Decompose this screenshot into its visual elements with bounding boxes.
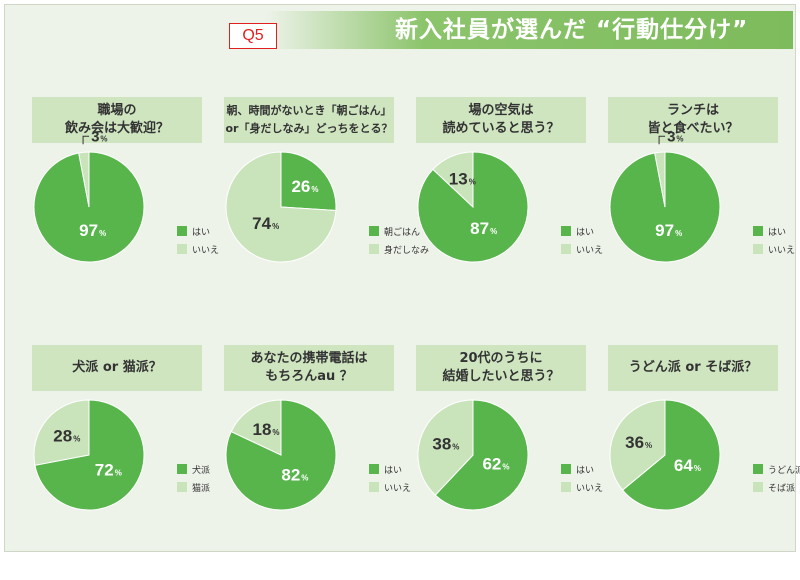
legend-item: はい: [369, 460, 459, 478]
legend-swatch: [753, 244, 763, 254]
header-band: [265, 11, 793, 49]
legend-swatch: [177, 244, 187, 254]
chart-panel: うどん派 or そば派？ 64% 36% うどん派そば派: [603, 345, 800, 580]
chart-panel: あなたの携帯電話は もちろんau ？ 82% 18% はいいいえ: [219, 345, 411, 580]
legend-item: 身だしなみ: [369, 240, 459, 258]
legend-swatch: [753, 464, 763, 474]
chart-legend: 犬派 猫派: [177, 460, 267, 496]
question-title: ランチは 皆と食べたい？: [608, 97, 778, 143]
pie-slice: [432, 151, 474, 209]
legend-label: 猫派: [192, 483, 211, 494]
legend-swatch: [561, 226, 571, 236]
legend-label: 犬派: [192, 465, 211, 476]
question-title: あなたの携帯電話は もちろんau ？: [224, 345, 394, 391]
legend-item: いいえ: [177, 240, 267, 258]
legend-swatch: [561, 482, 571, 492]
legend-label: うどん派: [768, 465, 800, 476]
legend-label: はい: [192, 227, 211, 238]
chart-panel: 20代のうちに 結婚したいと思う？ 62% 38% はいいいえ: [411, 345, 603, 580]
pie-chart: 82%18%: [225, 399, 337, 511]
pie-slice: [33, 399, 90, 466]
legend-swatch: [753, 226, 763, 236]
question-title: 職場の 飲み会は大歓迎？: [32, 97, 202, 143]
chart-panel: 朝、時間がないとき「朝ごはん」 or「身だしなみ」どっちをとる？ 26% 74% …: [219, 97, 429, 332]
question-title: 犬派 or 猫派？: [32, 345, 202, 391]
legend-label: はい: [768, 227, 787, 238]
pie-slice: [280, 151, 337, 211]
chart-panel: 犬派 or 猫派？ 72% 28% 犬派猫派: [27, 345, 210, 580]
pie-slice: [654, 151, 666, 208]
legend-label: いいえ: [768, 245, 796, 256]
legend-label: はい: [576, 227, 595, 238]
legend-swatch: [177, 226, 187, 236]
page-title: 新入社員が選んだ “行動仕分け”: [395, 17, 749, 43]
chart-legend: うどん派 そば派: [753, 460, 800, 496]
legend-item: いいえ: [753, 240, 800, 258]
legend-item: 猫派: [177, 478, 267, 496]
pie-slice: [225, 151, 337, 263]
legend-item: 朝ごはん: [369, 222, 459, 240]
pie-slice: [78, 151, 90, 208]
leader-line: [82, 135, 90, 145]
pie-chart: 72%28%: [33, 399, 145, 511]
pie-chart: 62%38%: [417, 399, 529, 511]
pie-slice: [417, 399, 474, 496]
legend-swatch: [177, 464, 187, 474]
chart-panel: ランチは 皆と食べたい？ 97% 3% はいいいえ: [603, 97, 795, 332]
pie-chart: 97%3%: [33, 128, 145, 263]
legend-item: そば派: [753, 478, 800, 496]
question-title: 朝、時間がないとき「朝ごはん」 or「身だしなみ」どっちをとる？: [224, 97, 394, 143]
question-title: 場の空気は 読めていると思う？: [416, 97, 586, 143]
chart-panel: 場の空気は 読めていると思う？ 87% 13% はいいいえ: [411, 97, 603, 332]
chart-legend: はい いいえ: [369, 460, 459, 496]
legend-label: いいえ: [192, 245, 220, 256]
legend-label: 朝ごはん: [384, 227, 421, 238]
legend-label: はい: [384, 465, 403, 476]
legend-item: うどん派: [753, 460, 800, 478]
legend-label: はい: [576, 465, 595, 476]
legend-label: いいえ: [384, 483, 412, 494]
legend-swatch: [561, 244, 571, 254]
legend-swatch: [177, 482, 187, 492]
chart-legend: はい いいえ: [561, 222, 651, 258]
legend-swatch: [369, 244, 379, 254]
legend-swatch: [369, 464, 379, 474]
chart-legend: 朝ごはん 身だしなみ: [369, 222, 459, 258]
chart-legend: はい いいえ: [177, 222, 267, 258]
legend-label: 身だしなみ: [384, 245, 430, 256]
pie-slice: [609, 399, 666, 491]
legend-item: 犬派: [177, 460, 267, 478]
legend-label: そば派: [768, 483, 796, 494]
legend-label: いいえ: [576, 245, 604, 256]
legend-label: いいえ: [576, 483, 604, 494]
pie-chart: 87%13%: [417, 151, 529, 263]
chart-legend: はい いいえ: [753, 222, 800, 258]
legend-swatch: [561, 464, 571, 474]
leader-line: [658, 135, 666, 145]
pie-chart: 64%36%: [609, 399, 721, 511]
legend-swatch: [369, 226, 379, 236]
pie-slice: [621, 399, 721, 511]
legend-item: はい: [753, 222, 800, 240]
legend-swatch: [369, 482, 379, 492]
question-number-badge: Q5: [229, 23, 277, 49]
pie-slice: [434, 399, 529, 511]
chart-panel: 職場の 飲み会は大歓迎？ 97% 3% はいいいえ: [27, 97, 219, 332]
legend-item: はい: [561, 460, 651, 478]
legend-item: はい: [177, 222, 267, 240]
pie-slice: [230, 399, 282, 456]
legend-item: いいえ: [561, 478, 651, 496]
chart-legend: はい いいえ: [561, 460, 651, 496]
pie-chart: 97%3%: [609, 128, 721, 263]
legend-item: いいえ: [561, 240, 651, 258]
legend-item: いいえ: [369, 478, 459, 496]
question-title: 20代のうちに 結婚したいと思う？: [416, 345, 586, 391]
infographic-page: 新入社員が選んだ “行動仕分け” Q5 職場の 飲み会は大歓迎？ 97% 3% は…: [4, 4, 800, 552]
legend-swatch: [753, 482, 763, 492]
legend-item: はい: [561, 222, 651, 240]
question-title: うどん派 or そば派？: [608, 345, 778, 391]
pie-chart: 26%74%: [225, 151, 337, 263]
